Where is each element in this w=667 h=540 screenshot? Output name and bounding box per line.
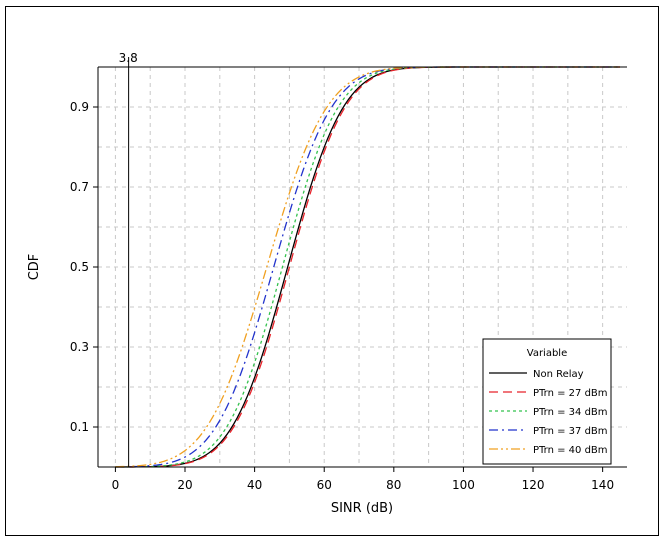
legend-label-3: PTrn = 37 dBm xyxy=(533,426,608,437)
legend-box xyxy=(482,338,612,465)
x-axis-title: SINR (dB) xyxy=(331,501,393,516)
grid-lines xyxy=(98,67,627,467)
y-tick-label: 0.9 xyxy=(70,100,89,114)
x-tick-label: 20 xyxy=(177,478,192,492)
series-line-4 xyxy=(115,66,621,468)
axes: 0 20 40 60 80 100 120 140 0.1 0.3 0.5 0.7 0.9 3.8 xyxy=(70,51,627,492)
chart-frame xyxy=(5,6,659,536)
reference-line-label: 3.8 xyxy=(119,51,138,65)
x-tick-label: 140 xyxy=(591,478,614,492)
legend-label-1: PTrn = 27 dBm xyxy=(533,388,608,399)
y-tick-label: 0.7 xyxy=(70,180,89,194)
x-tick-label: 120 xyxy=(522,478,545,492)
legend-label-2: PTrn = 34 dBm xyxy=(533,407,608,418)
x-tick-label: 60 xyxy=(317,478,332,492)
legend: Variable Non Relay PTrn = 27 dBm PTrn = 34 … xyxy=(482,338,612,465)
x-tick-label: 80 xyxy=(386,478,401,492)
legend-label-4: PTrn = 40 dBm xyxy=(533,445,608,456)
x-tick-label: 0 xyxy=(112,478,120,492)
y-axis-title: CDF xyxy=(27,254,42,281)
legend-label-0: Non Relay xyxy=(533,369,584,380)
x-tick-label: 40 xyxy=(247,478,262,492)
legend-title: Variable xyxy=(527,348,568,359)
x-tick-label: 100 xyxy=(452,478,475,492)
y-tick-label: 0.5 xyxy=(70,260,89,274)
y-tick-label: 0.3 xyxy=(70,340,89,354)
series-line-2 xyxy=(115,66,621,468)
y-tick-label: 0.1 xyxy=(70,420,89,434)
